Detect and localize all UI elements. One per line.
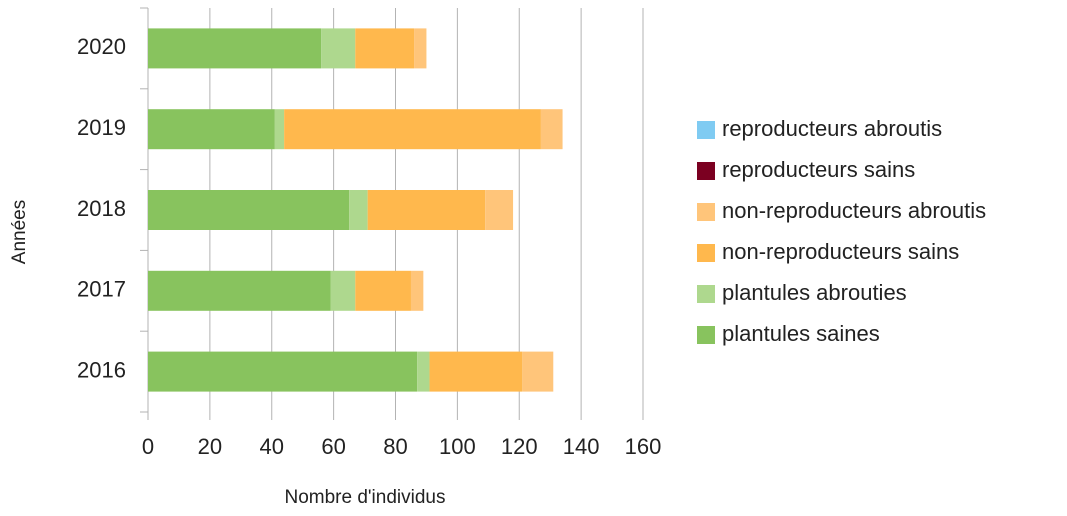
bar-segment — [410, 270, 424, 311]
bar-segment — [330, 270, 356, 311]
y-tick-label: 2017 — [77, 277, 126, 302]
bar-segment — [321, 28, 356, 69]
legend-swatch — [697, 162, 715, 180]
bar-segment — [355, 28, 415, 69]
bar-segment — [355, 270, 411, 311]
x-tick-label: 80 — [383, 434, 407, 459]
legend-label: plantules abrouties — [722, 280, 907, 305]
bar-segment — [148, 270, 331, 311]
bar-segment — [540, 109, 563, 150]
bar-segment — [349, 190, 368, 230]
bar-segment — [485, 190, 514, 230]
x-tick-label: 160 — [625, 434, 662, 459]
y-tick-label: 2019 — [77, 115, 126, 140]
bar-segment — [522, 351, 554, 392]
bar-segment — [274, 109, 285, 150]
bar-segment — [414, 28, 427, 69]
x-tick-label: 40 — [260, 434, 284, 459]
x-tick-label: 20 — [198, 434, 222, 459]
x-tick-label: 140 — [563, 434, 600, 459]
bar-segment — [148, 351, 418, 392]
legend-swatch — [697, 285, 715, 303]
y-tick-label: 2016 — [77, 357, 126, 382]
bar-segment — [284, 109, 541, 150]
legend-label: reproducteurs abroutis — [722, 116, 942, 141]
x-tick-label: 120 — [501, 434, 538, 459]
bar-segment — [148, 190, 350, 230]
legend-label: non-reproducteurs abroutis — [722, 198, 986, 223]
legend-swatch — [697, 121, 715, 139]
bar-segment — [367, 190, 486, 230]
y-tick-label: 2018 — [77, 196, 126, 221]
y-axis-title: Années — [9, 200, 30, 264]
legend-swatch — [697, 244, 715, 262]
x-axis-title: Nombre d'individus — [285, 487, 446, 508]
x-tick-label: 0 — [142, 434, 154, 459]
y-tick-label: 2020 — [77, 34, 126, 59]
legend-swatch — [697, 326, 715, 344]
x-tick-label: 100 — [439, 434, 476, 459]
bar-segment — [417, 351, 430, 392]
legend-label: plantules saines — [722, 321, 880, 346]
x-tick-label: 60 — [321, 434, 345, 459]
legend-label: non-reproducteurs sains — [722, 239, 959, 264]
legend-label: reproducteurs sains — [722, 157, 915, 182]
bar-segment — [429, 351, 523, 392]
bar-segment — [148, 109, 275, 150]
legend-swatch — [697, 203, 715, 221]
bar-segment — [148, 28, 322, 69]
